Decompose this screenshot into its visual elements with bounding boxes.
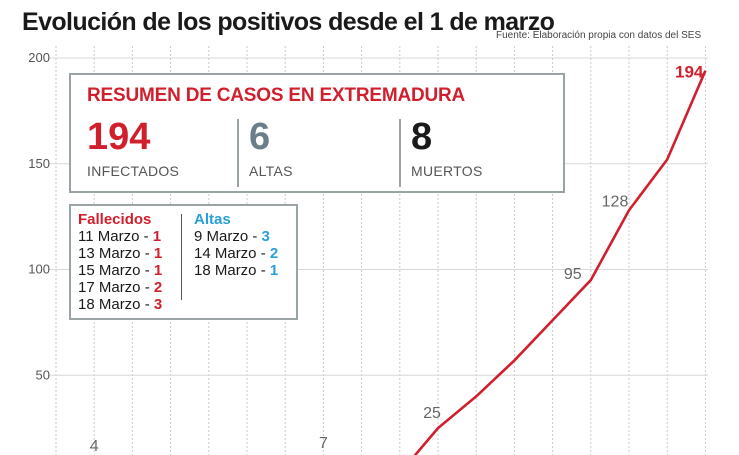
detail-row-count: 1 (269, 262, 279, 279)
detail-row-date: 9 Marzo - (194, 228, 262, 245)
series-line (413, 70, 707, 455)
detail-row-count: 3 (153, 296, 163, 313)
y-tick-label: 150 (28, 156, 50, 171)
detail-row-count: 1 (153, 262, 163, 279)
stat-label: MUERTOS (411, 163, 483, 179)
y-tick-label: 50 (36, 367, 50, 382)
stat-infectados: 194 INFECTADOS (87, 117, 179, 179)
detail-row-date: 15 Marzo - (78, 262, 154, 279)
source-note: Fuente: Elaboración propia con datos del… (496, 30, 702, 41)
detail-row-date: 18 Marzo - (78, 296, 154, 313)
detail-row-date: 11 Marzo - (78, 228, 153, 245)
detail-row-count: 2 (269, 245, 279, 262)
detail-divider (181, 214, 182, 300)
series-layer (413, 70, 707, 455)
detail-row-count: 1 (152, 228, 162, 245)
point-label: 4 (90, 438, 99, 455)
point-label: 7 (319, 435, 328, 452)
detail-row-count: 2 (153, 279, 163, 296)
altas-list: 9 Marzo - 3 14 Marzo - 2 18 Marzo - 1 (194, 228, 278, 279)
chart-title: Evolución de los positivos desde el 1 de… (22, 8, 555, 36)
point-label: 95 (564, 266, 582, 283)
fallecidos-list: 11 Marzo - 1 13 Marzo - 1 15 Marzo - 1 17 M… (78, 228, 162, 313)
detail-box: Fallecidos 11 Marzo - 1 13 Marzo - 1 15 Ma… (69, 204, 298, 320)
detail-row-count: 1 (153, 245, 163, 262)
stat-value: 8 (411, 116, 433, 158)
stat-divider (399, 119, 401, 187)
detail-row: 11 Marzo - 1 (78, 228, 162, 245)
summary-title: RESUMEN DE CASOS EN EXTREMADURA (87, 85, 466, 106)
detail-row: 15 Marzo - 1 (78, 262, 162, 279)
summary-box: RESUMEN DE CASOS EN EXTREMADURA 194 INFE… (69, 73, 565, 193)
stat-label: ALTAS (249, 163, 293, 179)
fallecidos-title: Fallecidos (78, 211, 152, 228)
detail-row-date: 14 Marzo - (194, 245, 270, 262)
stat-muertos: 8 MUERTOS (411, 117, 483, 179)
stat-altas: 6 ALTAS (249, 117, 293, 179)
detail-row: 17 Marzo - 2 (78, 279, 162, 296)
fallecidos-column: Fallecidos 11 Marzo - 1 13 Marzo - 1 15 Ma… (78, 211, 162, 313)
detail-row: 18 Marzo - 3 (78, 296, 162, 313)
stat-value: 6 (249, 116, 271, 158)
point-label: 194 (675, 63, 704, 82)
detail-row: 9 Marzo - 3 (194, 228, 278, 245)
detail-row: 14 Marzo - 2 (194, 245, 278, 262)
detail-row-date: 17 Marzo - (78, 279, 154, 296)
detail-row-date: 18 Marzo - (194, 262, 270, 279)
stat-value: 194 (87, 116, 151, 158)
stat-label: INFECTADOS (87, 163, 180, 179)
altas-column: Altas 9 Marzo - 3 14 Marzo - 2 18 Marzo - … (194, 211, 278, 279)
detail-row-date: 13 Marzo - (78, 245, 154, 262)
detail-row: 13 Marzo - 1 (78, 245, 162, 262)
detail-row: 18 Marzo - 1 (194, 262, 278, 279)
altas-title: Altas (194, 211, 231, 228)
detail-row-count: 3 (261, 228, 270, 245)
stat-divider (237, 119, 239, 187)
y-tick-label: 200 (28, 50, 50, 65)
point-label: 25 (423, 405, 441, 422)
y-tick-label: 100 (28, 262, 50, 277)
point-label: 128 (602, 193, 629, 210)
